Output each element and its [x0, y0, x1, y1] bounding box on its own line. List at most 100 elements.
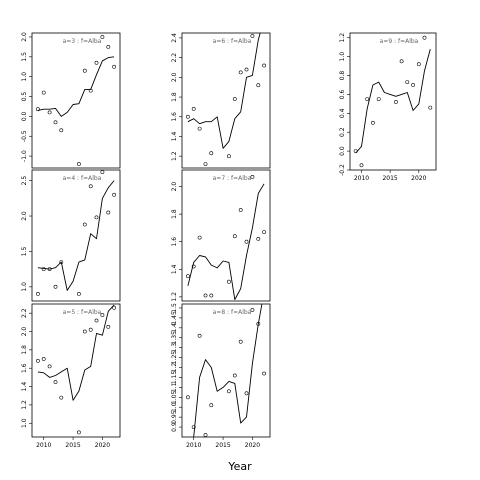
- plot-area: [185, 33, 267, 167]
- observed-point: [185, 114, 190, 119]
- y-tick-label: 1.2: [171, 151, 178, 161]
- y-tick-label: 1.6: [171, 112, 178, 122]
- x-axis-label: Year: [227, 460, 252, 473]
- observed-point: [353, 149, 358, 154]
- observed-point: [226, 389, 231, 394]
- observed-point: [232, 234, 237, 239]
- y-tick-label: 1.0: [21, 72, 28, 82]
- observed-point: [422, 35, 427, 40]
- observed-point: [393, 100, 398, 104]
- y-tick-label: 1.8: [171, 92, 178, 102]
- observed-point: [416, 62, 421, 67]
- y-tick-label: 0.9: [171, 422, 178, 432]
- observed-point: [203, 162, 208, 167]
- observed-point: [88, 88, 93, 93]
- y-tick-label: -1.0: [21, 150, 28, 162]
- observed-point: [238, 339, 243, 344]
- observed-point: [185, 274, 190, 279]
- observed-point: [262, 371, 267, 376]
- panel-frame: [181, 303, 271, 438]
- y-tick-label: 1.2: [171, 292, 178, 302]
- y-tick-label: 2.0: [171, 72, 178, 82]
- fitted-line: [355, 48, 431, 154]
- panel-frame: [31, 303, 121, 438]
- fitted-line: [37, 56, 115, 117]
- observed-point: [405, 80, 410, 85]
- observed-point: [41, 267, 46, 272]
- y-tick-label: 1.4: [171, 264, 178, 274]
- y-tick-label: 1.4: [171, 132, 178, 142]
- observed-point: [94, 215, 99, 220]
- observed-point: [197, 126, 202, 131]
- panel-5: a=8 : f=Alba 0.90.951.01.051.11.151.21.25…: [171, 303, 271, 449]
- panel-1: a=4 : f=Alba 1.0 1.5 2.0 2.5: [21, 169, 121, 302]
- plot-area: [353, 35, 433, 168]
- panels: a=3 : f=Alba-1.0-0.50.00.51.01.52.0a=4 :…: [21, 32, 437, 449]
- y-tick-label: 1.2: [171, 363, 178, 373]
- observed-point: [59, 395, 64, 400]
- y-tick-label: 1.35: [171, 331, 178, 345]
- panel-title: a=9 : f=Alba: [380, 38, 419, 45]
- observed-point: [82, 68, 87, 73]
- observed-point: [77, 162, 81, 166]
- observed-point: [53, 284, 58, 289]
- y-tick-label: 0.2: [339, 127, 346, 137]
- observed-point: [100, 35, 105, 39]
- observed-point: [238, 70, 243, 75]
- panel-0: a=3 : f=Alba -1.0 -0.5 0.0 0.5 1.0 1.5 2.0: [21, 32, 121, 169]
- y-tick-label: 1.8: [21, 345, 28, 355]
- observed-point: [53, 380, 58, 384]
- observed-point: [100, 170, 105, 175]
- y-tick-label: 0.0: [21, 111, 28, 121]
- plot-area: [36, 304, 117, 435]
- observed-point: [399, 59, 404, 64]
- y-tick-label: 1.8: [171, 209, 178, 219]
- observed-point: [262, 63, 267, 68]
- y-tick-label: 1.25: [171, 351, 178, 365]
- x-tick-label: 2020: [245, 442, 260, 449]
- observed-point: [88, 327, 93, 332]
- panel-4: a=7 : f=Alba 1.2 1.4 1.6 1.8 2.0: [171, 169, 271, 302]
- observed-point: [226, 279, 231, 284]
- observed-point: [256, 83, 261, 88]
- observed-point: [47, 267, 52, 272]
- observed-point: [359, 163, 364, 168]
- observed-point: [209, 151, 214, 156]
- y-tick-label: 1.0: [21, 418, 28, 428]
- plot-area: [36, 35, 117, 166]
- observed-point: [203, 293, 208, 298]
- y-tick-label: 1.2: [339, 33, 346, 43]
- panel-title: a=4 : f=Alba: [63, 175, 102, 182]
- observed-point: [203, 433, 208, 437]
- y-tick-label: 1.0: [339, 52, 346, 62]
- observed-point: [244, 391, 249, 396]
- y-tick-label: -0.2: [339, 164, 346, 176]
- y-tick-label: 2.4: [171, 33, 178, 43]
- observed-point: [370, 120, 375, 125]
- observed-point: [36, 291, 40, 296]
- panel-6: a=9 : f=Alba -0.2 0.0 0.2 0.4 0.6 0.8 1.0 1.2 201…: [339, 32, 437, 182]
- panel-2: a=5 : f=Alba 1.0 1.2 1.4 1.6 1.8 2.0 2.2 2010 201…: [21, 303, 121, 449]
- panel-title: a=7 : f=Alba: [213, 175, 252, 182]
- observed-point: [77, 291, 81, 296]
- x-tick-label: 2010: [36, 442, 51, 449]
- observed-point: [256, 321, 261, 326]
- observed-point: [376, 97, 381, 102]
- observed-point: [238, 208, 243, 212]
- y-tick-label: 2.2: [171, 53, 178, 63]
- y-tick-label: 1.6: [171, 237, 178, 247]
- observed-point: [191, 107, 196, 111]
- y-tick-label: 2.0: [21, 32, 28, 42]
- y-tick-label: 1.15: [171, 371, 178, 385]
- observed-point: [82, 222, 87, 227]
- y-tick-label: -0.5: [21, 130, 28, 142]
- observed-point: [88, 184, 93, 189]
- fitted-line: [187, 33, 261, 149]
- y-tick-label: 1.0: [21, 282, 28, 292]
- observed-point: [36, 107, 40, 112]
- panel-frame: [181, 32, 271, 169]
- observed-point: [41, 90, 46, 95]
- observed-point: [100, 313, 105, 317]
- observed-point: [428, 105, 433, 110]
